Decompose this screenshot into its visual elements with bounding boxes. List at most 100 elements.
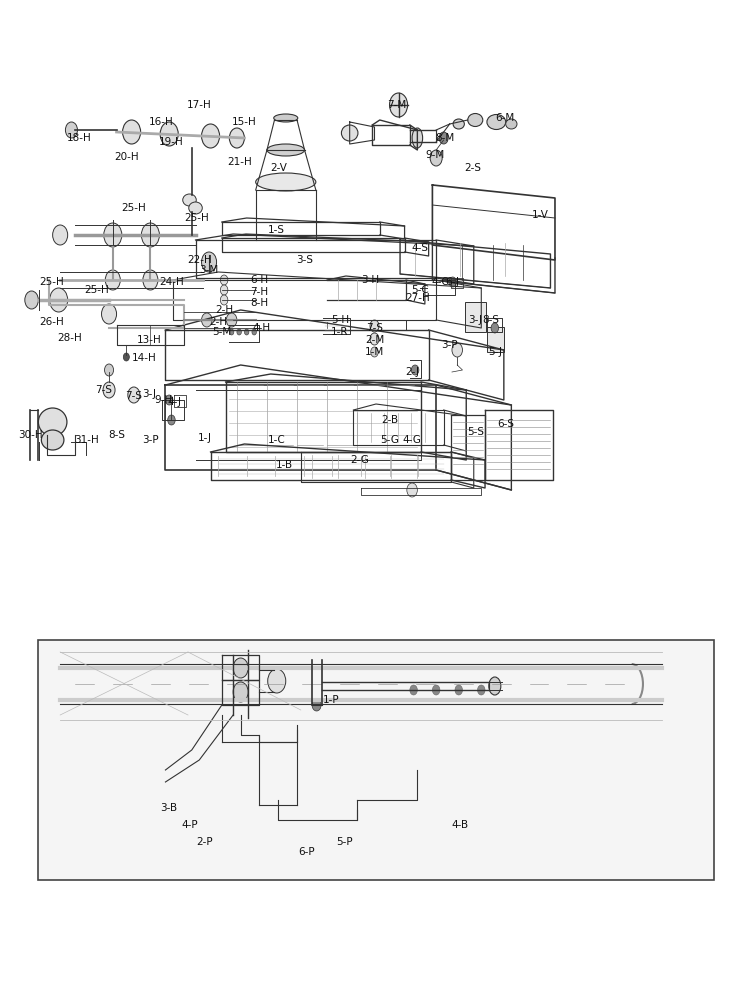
Circle shape [430, 150, 442, 166]
Text: 7-M: 7-M [387, 100, 407, 110]
Text: 4-S: 4-S [411, 243, 428, 253]
Circle shape [202, 252, 217, 272]
Circle shape [455, 685, 462, 695]
Text: 1-R: 1-R [331, 327, 349, 337]
Text: 1-J: 1-J [198, 433, 211, 443]
Text: 2-J: 2-J [405, 367, 419, 377]
Circle shape [102, 304, 117, 324]
Text: 3-J: 3-J [142, 389, 156, 399]
Circle shape [244, 329, 249, 335]
Circle shape [53, 225, 68, 245]
Text: 4-P: 4-P [181, 820, 198, 830]
Circle shape [233, 682, 248, 702]
Circle shape [411, 365, 419, 375]
Circle shape [407, 483, 417, 497]
Text: 21-H: 21-H [227, 157, 251, 167]
Text: 3-H: 3-H [361, 275, 379, 285]
Text: 5-G: 5-G [380, 435, 399, 445]
Circle shape [268, 669, 286, 693]
Text: 14-H: 14-H [132, 353, 156, 363]
Text: 3-P: 3-P [441, 340, 458, 350]
Circle shape [371, 347, 378, 357]
Text: 4-H: 4-H [253, 323, 271, 333]
Circle shape [233, 658, 248, 678]
Text: 30-H: 30-H [18, 430, 42, 440]
Text: 24-H: 24-H [159, 277, 183, 287]
Text: 6-H: 6-H [250, 275, 268, 285]
Text: 1-V: 1-V [532, 210, 548, 220]
Circle shape [370, 333, 379, 345]
Text: 5-P: 5-P [336, 837, 353, 847]
Text: 5-J: 5-J [488, 347, 502, 357]
Text: 20-H: 20-H [114, 152, 138, 162]
Circle shape [65, 122, 77, 138]
Text: 4-C: 4-C [431, 277, 449, 287]
Circle shape [491, 323, 499, 333]
Circle shape [123, 353, 129, 361]
Text: 5-M: 5-M [212, 327, 232, 337]
Text: 28-H: 28-H [57, 333, 81, 343]
Ellipse shape [412, 128, 423, 148]
Ellipse shape [256, 173, 316, 191]
Text: 27-H: 27-H [405, 293, 429, 303]
Circle shape [226, 313, 237, 327]
Circle shape [143, 270, 158, 290]
Text: 25-H: 25-H [185, 213, 209, 223]
Circle shape [432, 685, 440, 695]
Text: 7-S: 7-S [126, 391, 142, 401]
Circle shape [439, 132, 448, 144]
Text: 2-H: 2-H [215, 305, 233, 315]
Text: 26-H: 26-H [39, 317, 63, 327]
Ellipse shape [189, 202, 202, 214]
Circle shape [410, 685, 417, 695]
Text: 4-J: 4-J [168, 397, 181, 407]
Text: 13-H: 13-H [137, 335, 161, 345]
Ellipse shape [267, 144, 305, 156]
Text: 7-H: 7-H [250, 287, 268, 297]
Text: 3-P: 3-P [142, 435, 159, 445]
Text: 1-B: 1-B [276, 460, 293, 470]
Circle shape [25, 291, 38, 309]
Circle shape [123, 120, 141, 144]
Text: 8-M: 8-M [435, 133, 455, 143]
Circle shape [252, 329, 256, 335]
Circle shape [390, 93, 408, 117]
Ellipse shape [38, 408, 67, 436]
Circle shape [220, 295, 228, 305]
Circle shape [105, 270, 120, 290]
Text: 2-M: 2-M [365, 335, 384, 345]
Ellipse shape [489, 677, 501, 695]
Text: 2-S: 2-S [464, 163, 481, 173]
Circle shape [128, 387, 140, 403]
Circle shape [168, 415, 175, 425]
Bar [38, 640, 714, 880]
Text: 2-G: 2-G [350, 455, 369, 465]
Text: 1-P: 1-P [323, 695, 339, 705]
Circle shape [478, 685, 485, 695]
Circle shape [165, 395, 173, 405]
Circle shape [237, 329, 241, 335]
Ellipse shape [183, 194, 196, 206]
Circle shape [104, 223, 122, 247]
Text: 1-C: 1-C [268, 435, 286, 445]
Text: 2-H: 2-H [209, 317, 227, 327]
Ellipse shape [453, 119, 464, 129]
Circle shape [160, 122, 178, 146]
Text: 22-H: 22-H [187, 255, 211, 265]
Text: 5-S: 5-S [467, 427, 484, 437]
Circle shape [370, 320, 379, 332]
Text: 2-V: 2-V [270, 163, 287, 173]
Text: 8-S: 8-S [108, 430, 125, 440]
Circle shape [449, 277, 456, 287]
Text: 5-C: 5-C [411, 285, 429, 295]
Text: 15-H: 15-H [232, 117, 256, 127]
Text: 9-H: 9-H [155, 395, 173, 405]
Ellipse shape [487, 114, 505, 129]
Text: 25-H: 25-H [122, 203, 146, 213]
Text: 8-S: 8-S [482, 315, 499, 325]
Circle shape [452, 343, 462, 357]
Text: 7-S: 7-S [96, 385, 112, 395]
Text: 8-H: 8-H [250, 298, 268, 308]
Text: 7-S: 7-S [366, 323, 383, 333]
Bar [487, 327, 504, 352]
